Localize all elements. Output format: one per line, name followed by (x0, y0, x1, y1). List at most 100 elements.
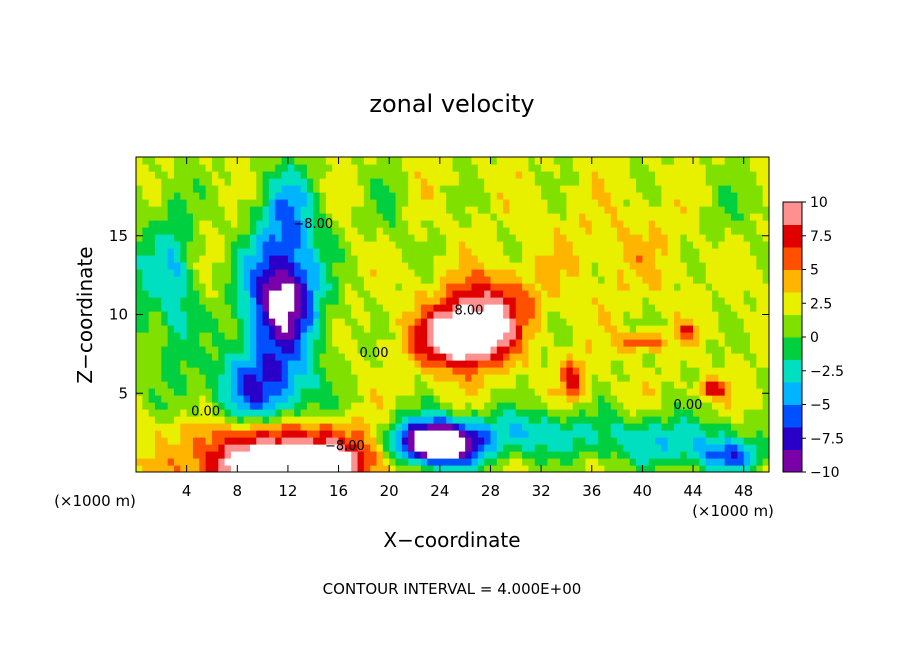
heatmap-cell (351, 227, 359, 235)
heatmap-cell (344, 367, 352, 375)
heatmap-cell (287, 227, 295, 235)
x-tick-label: 24 (430, 482, 449, 500)
heatmap-cell (230, 248, 238, 256)
heatmap-cell (363, 395, 371, 403)
heatmap-cell (186, 192, 194, 200)
heatmap-cell (161, 255, 169, 263)
heatmap-cell (680, 444, 688, 452)
heatmap-cell (173, 297, 181, 305)
heatmap-cell (591, 332, 599, 340)
heatmap-cell (731, 437, 738, 445)
heatmap-cell (743, 269, 751, 277)
heatmap-cell (680, 339, 688, 347)
heatmap-cell (718, 241, 726, 249)
heatmap-cell (541, 346, 549, 354)
heatmap-cell (756, 269, 764, 277)
heatmap-cell (667, 283, 675, 291)
heatmap-cell (743, 164, 751, 172)
heatmap-cell (743, 388, 751, 396)
heatmap-cell (560, 185, 568, 193)
heatmap-cell (294, 213, 302, 221)
heatmap-cell (680, 262, 688, 270)
heatmap-cell (389, 332, 397, 340)
heatmap-cell (560, 269, 568, 277)
heatmap-cell (585, 325, 593, 333)
heatmap-cell (268, 269, 276, 277)
heatmap-cell (617, 458, 625, 466)
heatmap-cell (731, 423, 738, 431)
heatmap-cell (357, 297, 365, 305)
heatmap-cell (332, 444, 340, 452)
heatmap-cell (750, 395, 757, 403)
heatmap-cell (547, 234, 555, 242)
heatmap-cell (648, 423, 656, 431)
heatmap-cell (376, 199, 384, 207)
heatmap-cell (173, 409, 181, 417)
heatmap-cell (458, 395, 466, 403)
heatmap-cell (224, 332, 232, 340)
heatmap-cell (224, 304, 232, 312)
heatmap-cell (306, 248, 314, 256)
heatmap-cell (598, 276, 606, 284)
x-unit-right: (×1000 m) (692, 502, 774, 520)
heatmap-cell (674, 297, 681, 305)
heatmap-cell (420, 423, 428, 431)
heatmap-cell (211, 220, 219, 228)
heatmap-cell (173, 157, 181, 165)
heatmap-cell (249, 241, 257, 249)
heatmap-cell (534, 465, 542, 472)
heatmap-cell (237, 311, 245, 319)
heatmap-cell (762, 220, 769, 228)
heatmap-cell (287, 325, 295, 333)
heatmap-cell (566, 192, 574, 200)
heatmap-cell (617, 423, 625, 431)
heatmap-cell (211, 241, 219, 249)
heatmap-cell (762, 395, 769, 403)
heatmap-cell (230, 234, 238, 242)
heatmap-cell (762, 234, 769, 242)
heatmap-cell (230, 332, 238, 340)
heatmap-cell (667, 269, 675, 277)
heatmap-cell (610, 451, 618, 459)
heatmap-cell (161, 465, 169, 472)
heatmap-cell (173, 367, 181, 375)
heatmap-cell (629, 402, 637, 410)
heatmap-cell (313, 388, 321, 396)
heatmap-cell (167, 423, 175, 431)
heatmap-cell (351, 444, 359, 452)
heatmap-cell (313, 311, 321, 319)
heatmap-cell (724, 423, 732, 431)
heatmap-cell (363, 318, 371, 326)
heatmap-cell (313, 451, 321, 459)
heatmap-cell (363, 423, 371, 431)
heatmap-cell (218, 395, 226, 403)
heatmap-cell (591, 255, 599, 263)
heatmap-cell (572, 381, 580, 389)
heatmap-cell (693, 199, 700, 207)
heatmap-cell (718, 283, 726, 291)
heatmap-cell (484, 234, 492, 242)
heatmap-cell (547, 164, 555, 172)
heatmap-cell (370, 199, 378, 207)
heatmap-cell (452, 290, 460, 298)
heatmap-cell (363, 213, 371, 221)
heatmap-cell (705, 283, 713, 291)
heatmap-cell (693, 360, 700, 368)
heatmap-cell (452, 157, 460, 165)
heatmap-cell (490, 437, 498, 445)
heatmap-cell (648, 269, 656, 277)
heatmap-cell (579, 346, 587, 354)
heatmap-cell (604, 367, 612, 375)
heatmap-cell (211, 157, 219, 165)
heatmap-cell (572, 416, 580, 424)
heatmap-cell (268, 199, 276, 207)
heatmap-cell (148, 388, 156, 396)
heatmap-cell (306, 437, 314, 445)
heatmap-cell (496, 171, 504, 179)
heatmap-cell (579, 241, 587, 249)
heatmap-cell (705, 458, 713, 466)
heatmap-cell (731, 360, 738, 368)
heatmap-cell (522, 444, 530, 452)
heatmap-cell (471, 423, 479, 431)
heatmap-cell (351, 374, 359, 382)
